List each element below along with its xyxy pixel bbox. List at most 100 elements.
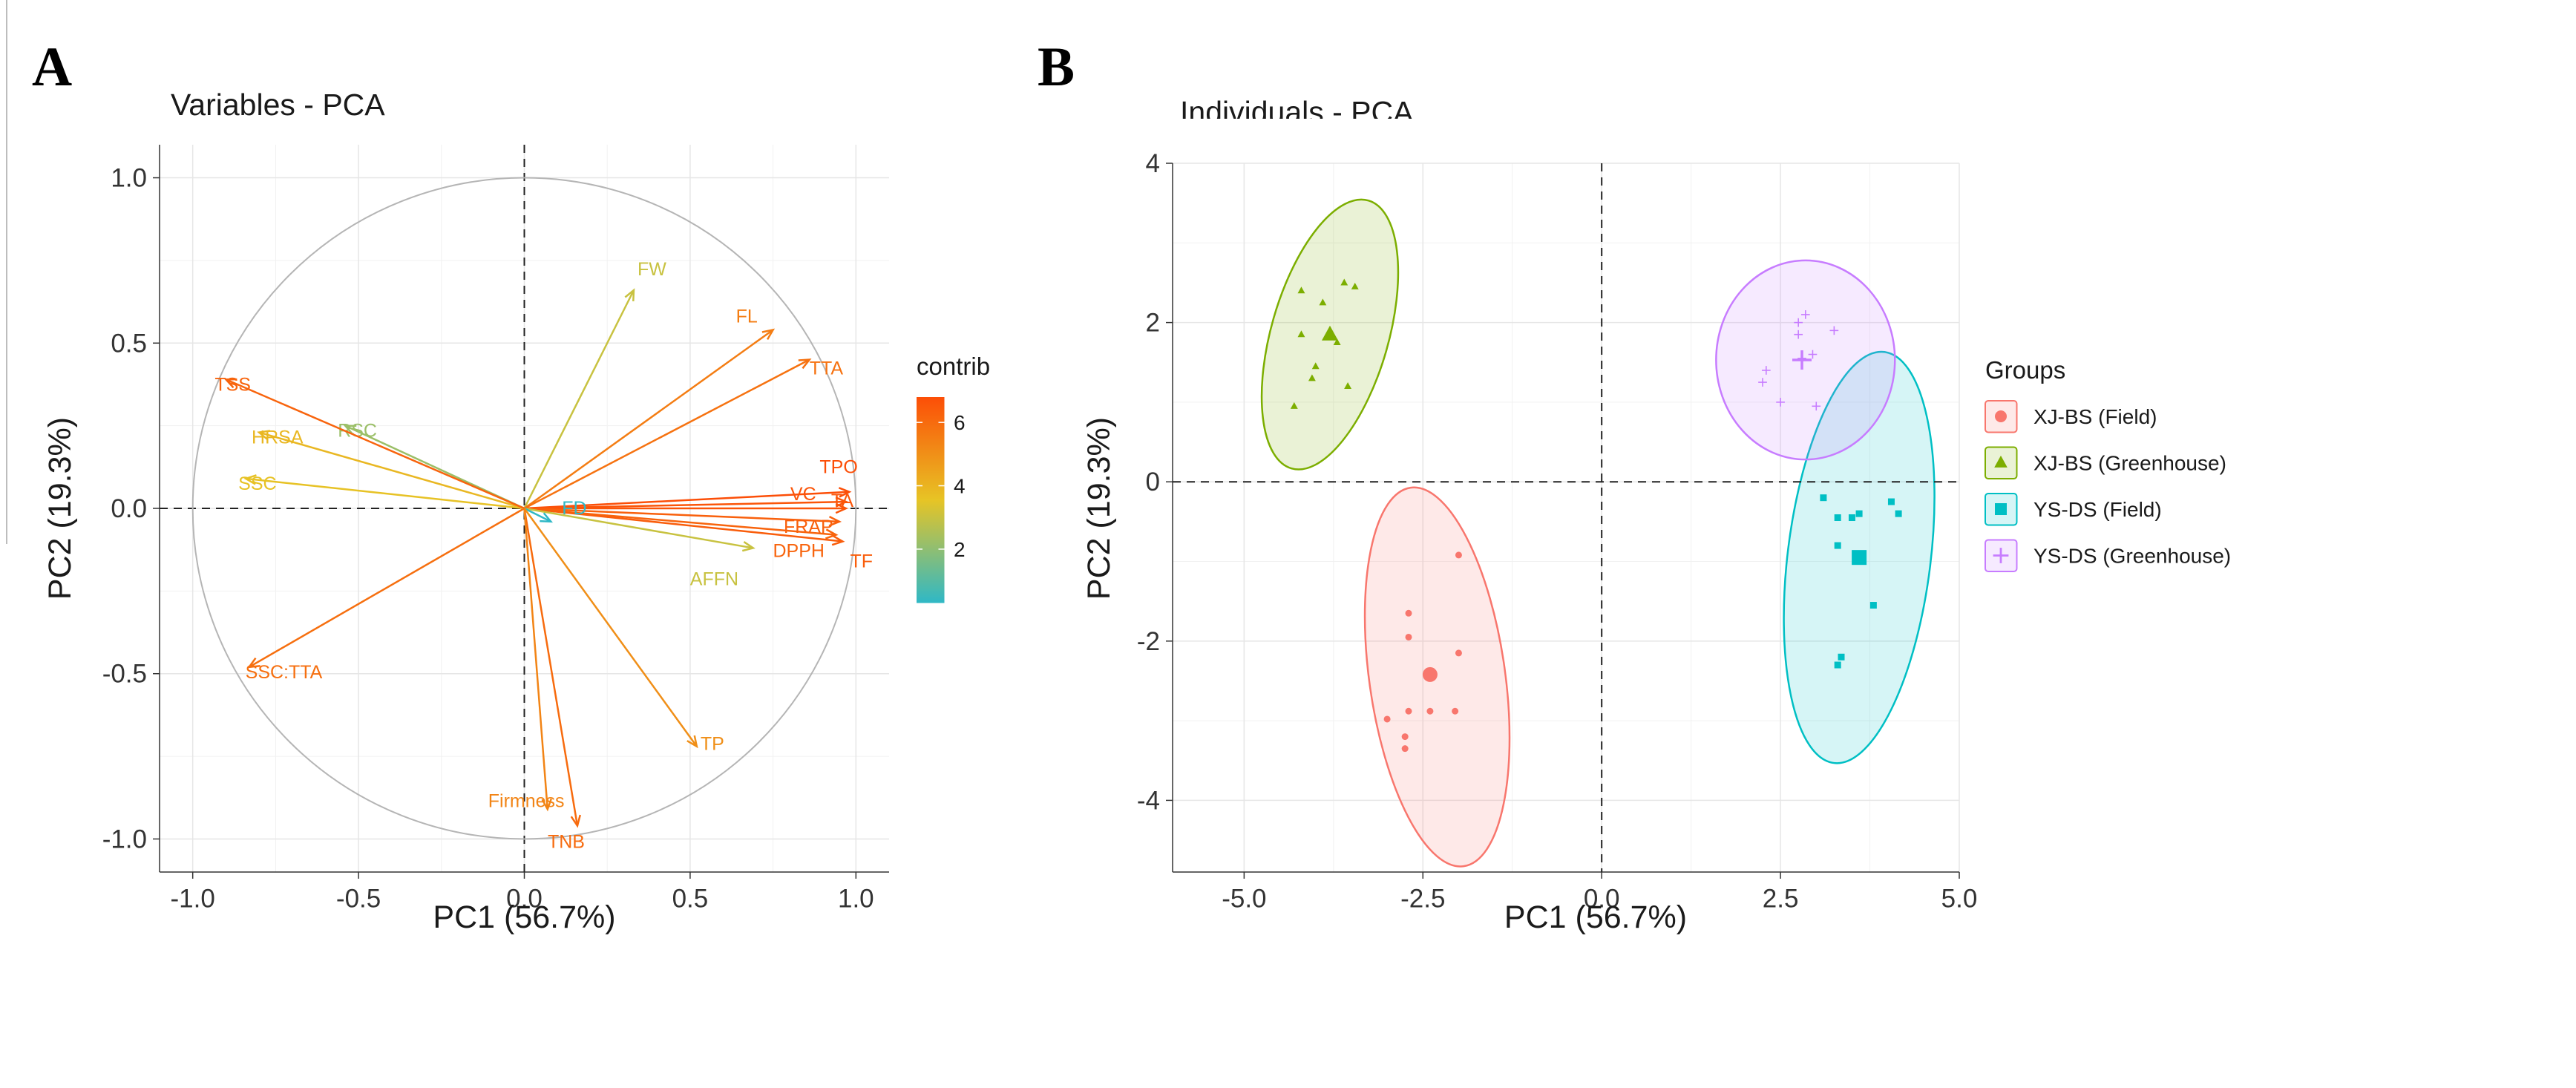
panel-b-confidence-ellipses xyxy=(1260,198,1936,868)
arrow-head xyxy=(835,502,848,514)
arrow-head xyxy=(624,288,635,302)
variable-arrow-ssc-tta: SSC:TTA xyxy=(246,507,525,683)
panel-b-letter: B xyxy=(1038,36,1075,98)
data-point xyxy=(1895,510,1902,517)
y-tick-label: -2 xyxy=(1137,627,1160,656)
y-tick-label: 0.5 xyxy=(111,329,147,358)
arrow-head xyxy=(243,474,257,485)
data-point xyxy=(1869,602,1877,609)
panel-b-y-axis-title: PC2 (19.3%) xyxy=(1081,417,1117,600)
variable-label: TP xyxy=(701,734,724,755)
colorbar-tick-label: 2 xyxy=(954,538,966,561)
variable-label: TA xyxy=(831,491,853,511)
variable-arrow-ta: TA xyxy=(524,491,853,514)
variable-arrow-ssc: SSC xyxy=(238,473,525,510)
variable-arrow-tnb: TNB xyxy=(523,508,585,853)
arrow-head xyxy=(831,534,845,546)
variable-label: TPO xyxy=(819,457,857,478)
legend-symbol xyxy=(1994,455,2008,468)
data-point xyxy=(1455,551,1462,559)
variable-label: SSC xyxy=(238,473,276,494)
data-point xyxy=(1834,542,1841,549)
panel-a: A Variables - PCA -1.0 -0.5 0.0 0.5 1.0 1.0 0.… xyxy=(32,36,990,935)
arrow-shaft xyxy=(524,507,836,536)
variable-arrow-affn: AFFN xyxy=(524,507,756,589)
arrow-head xyxy=(257,430,271,441)
group-mean-point xyxy=(1422,666,1438,682)
arrow-shaft xyxy=(523,508,549,810)
y-tick-label: 0 xyxy=(1146,468,1160,497)
data-point xyxy=(1319,298,1327,306)
arrow-head xyxy=(838,487,852,498)
data-point xyxy=(1340,278,1348,286)
panel-b-points xyxy=(1290,278,1902,753)
panel-a-y-axis-title: PC2 (19.3%) xyxy=(42,417,78,600)
panel-b-x-axis-title: PC1 (56.7%) xyxy=(1504,899,1687,935)
group-mean-point xyxy=(1322,325,1338,341)
data-point xyxy=(1794,318,1803,327)
data-point xyxy=(1401,745,1409,753)
data-point xyxy=(1405,707,1412,715)
data-point xyxy=(1834,514,1841,521)
legend-item: XJ-BS (Greenhouse) xyxy=(1985,446,2226,479)
variable-arrow-tpo: TPO xyxy=(524,457,858,510)
data-point xyxy=(1761,366,1771,375)
panel-a-letter: A xyxy=(32,36,72,98)
variable-arrow-tp: TP xyxy=(523,508,724,755)
legend-symbol xyxy=(1993,548,2009,563)
variable-arrow-vc: VC xyxy=(524,484,848,510)
variable-arrow-dpph: DPPH xyxy=(524,507,839,562)
legend-label: YS-DS (Greenhouse) xyxy=(2033,545,2231,568)
variable-label: FD xyxy=(562,498,586,519)
x-tick-label: 2.5 xyxy=(1763,885,1799,914)
x-tick-label: 5.0 xyxy=(1941,885,1978,914)
variable-label: Firmness xyxy=(488,790,565,811)
data-point xyxy=(1405,609,1412,617)
variable-label: TNB xyxy=(548,832,585,853)
x-tick-label: -2.5 xyxy=(1400,885,1445,914)
ellipse-xj-bs-field xyxy=(1363,486,1511,868)
variable-label: SSC:TTA xyxy=(246,662,323,683)
arrow-shaft xyxy=(524,500,846,510)
arrow-shaft xyxy=(246,477,525,510)
arrow-shaft xyxy=(524,507,840,523)
legend-symbol xyxy=(1995,410,2007,422)
arrow-shaft xyxy=(523,289,635,509)
colorbar-gradient xyxy=(917,397,945,603)
panel-a-x-axis-title: PC1 (56.7%) xyxy=(433,899,615,935)
legend-item: XJ-BS (Field) xyxy=(1985,400,2157,433)
arrow-head xyxy=(761,328,776,341)
arrow-head xyxy=(741,541,756,552)
arrow-shaft xyxy=(524,491,850,510)
arrow-shaft xyxy=(523,508,579,826)
data-point xyxy=(1829,326,1839,335)
data-point xyxy=(1838,653,1845,661)
arrow-shaft xyxy=(225,378,525,510)
colorbar-tick-label: 4 xyxy=(954,475,966,498)
arrow-head xyxy=(223,378,237,389)
panel-a-correlation-circle xyxy=(191,177,857,840)
y-tick-label: -1.0 xyxy=(102,825,147,853)
data-point xyxy=(1401,733,1409,741)
x-tick-label: -1.0 xyxy=(171,885,215,914)
arrow-head xyxy=(798,358,812,370)
legend-label: XJ-BS (Field) xyxy=(2033,405,2157,428)
panel-b-legend: Groups XJ-BS (Field) XJ-BS (Greenhouse) YS… xyxy=(1985,356,2231,572)
x-tick-label: 0.0 xyxy=(1584,885,1620,914)
data-point xyxy=(1455,649,1462,657)
data-point xyxy=(1290,402,1298,409)
data-point xyxy=(1311,362,1320,370)
legend-label: YS-DS (Field) xyxy=(2033,498,2162,521)
variable-label: FW xyxy=(638,259,666,280)
data-point xyxy=(1351,282,1359,289)
variable-label: DPPH xyxy=(773,541,825,562)
arrow-shaft xyxy=(523,358,810,510)
data-point xyxy=(1308,374,1316,381)
colorbar-title: contrib xyxy=(917,353,990,380)
x-tick-label: -5.0 xyxy=(1222,885,1266,914)
variable-arrow-tta: TTA xyxy=(523,358,843,510)
variable-label: VC xyxy=(790,484,816,505)
colorbar-tick-label: 6 xyxy=(954,411,966,434)
data-point xyxy=(1452,707,1459,715)
